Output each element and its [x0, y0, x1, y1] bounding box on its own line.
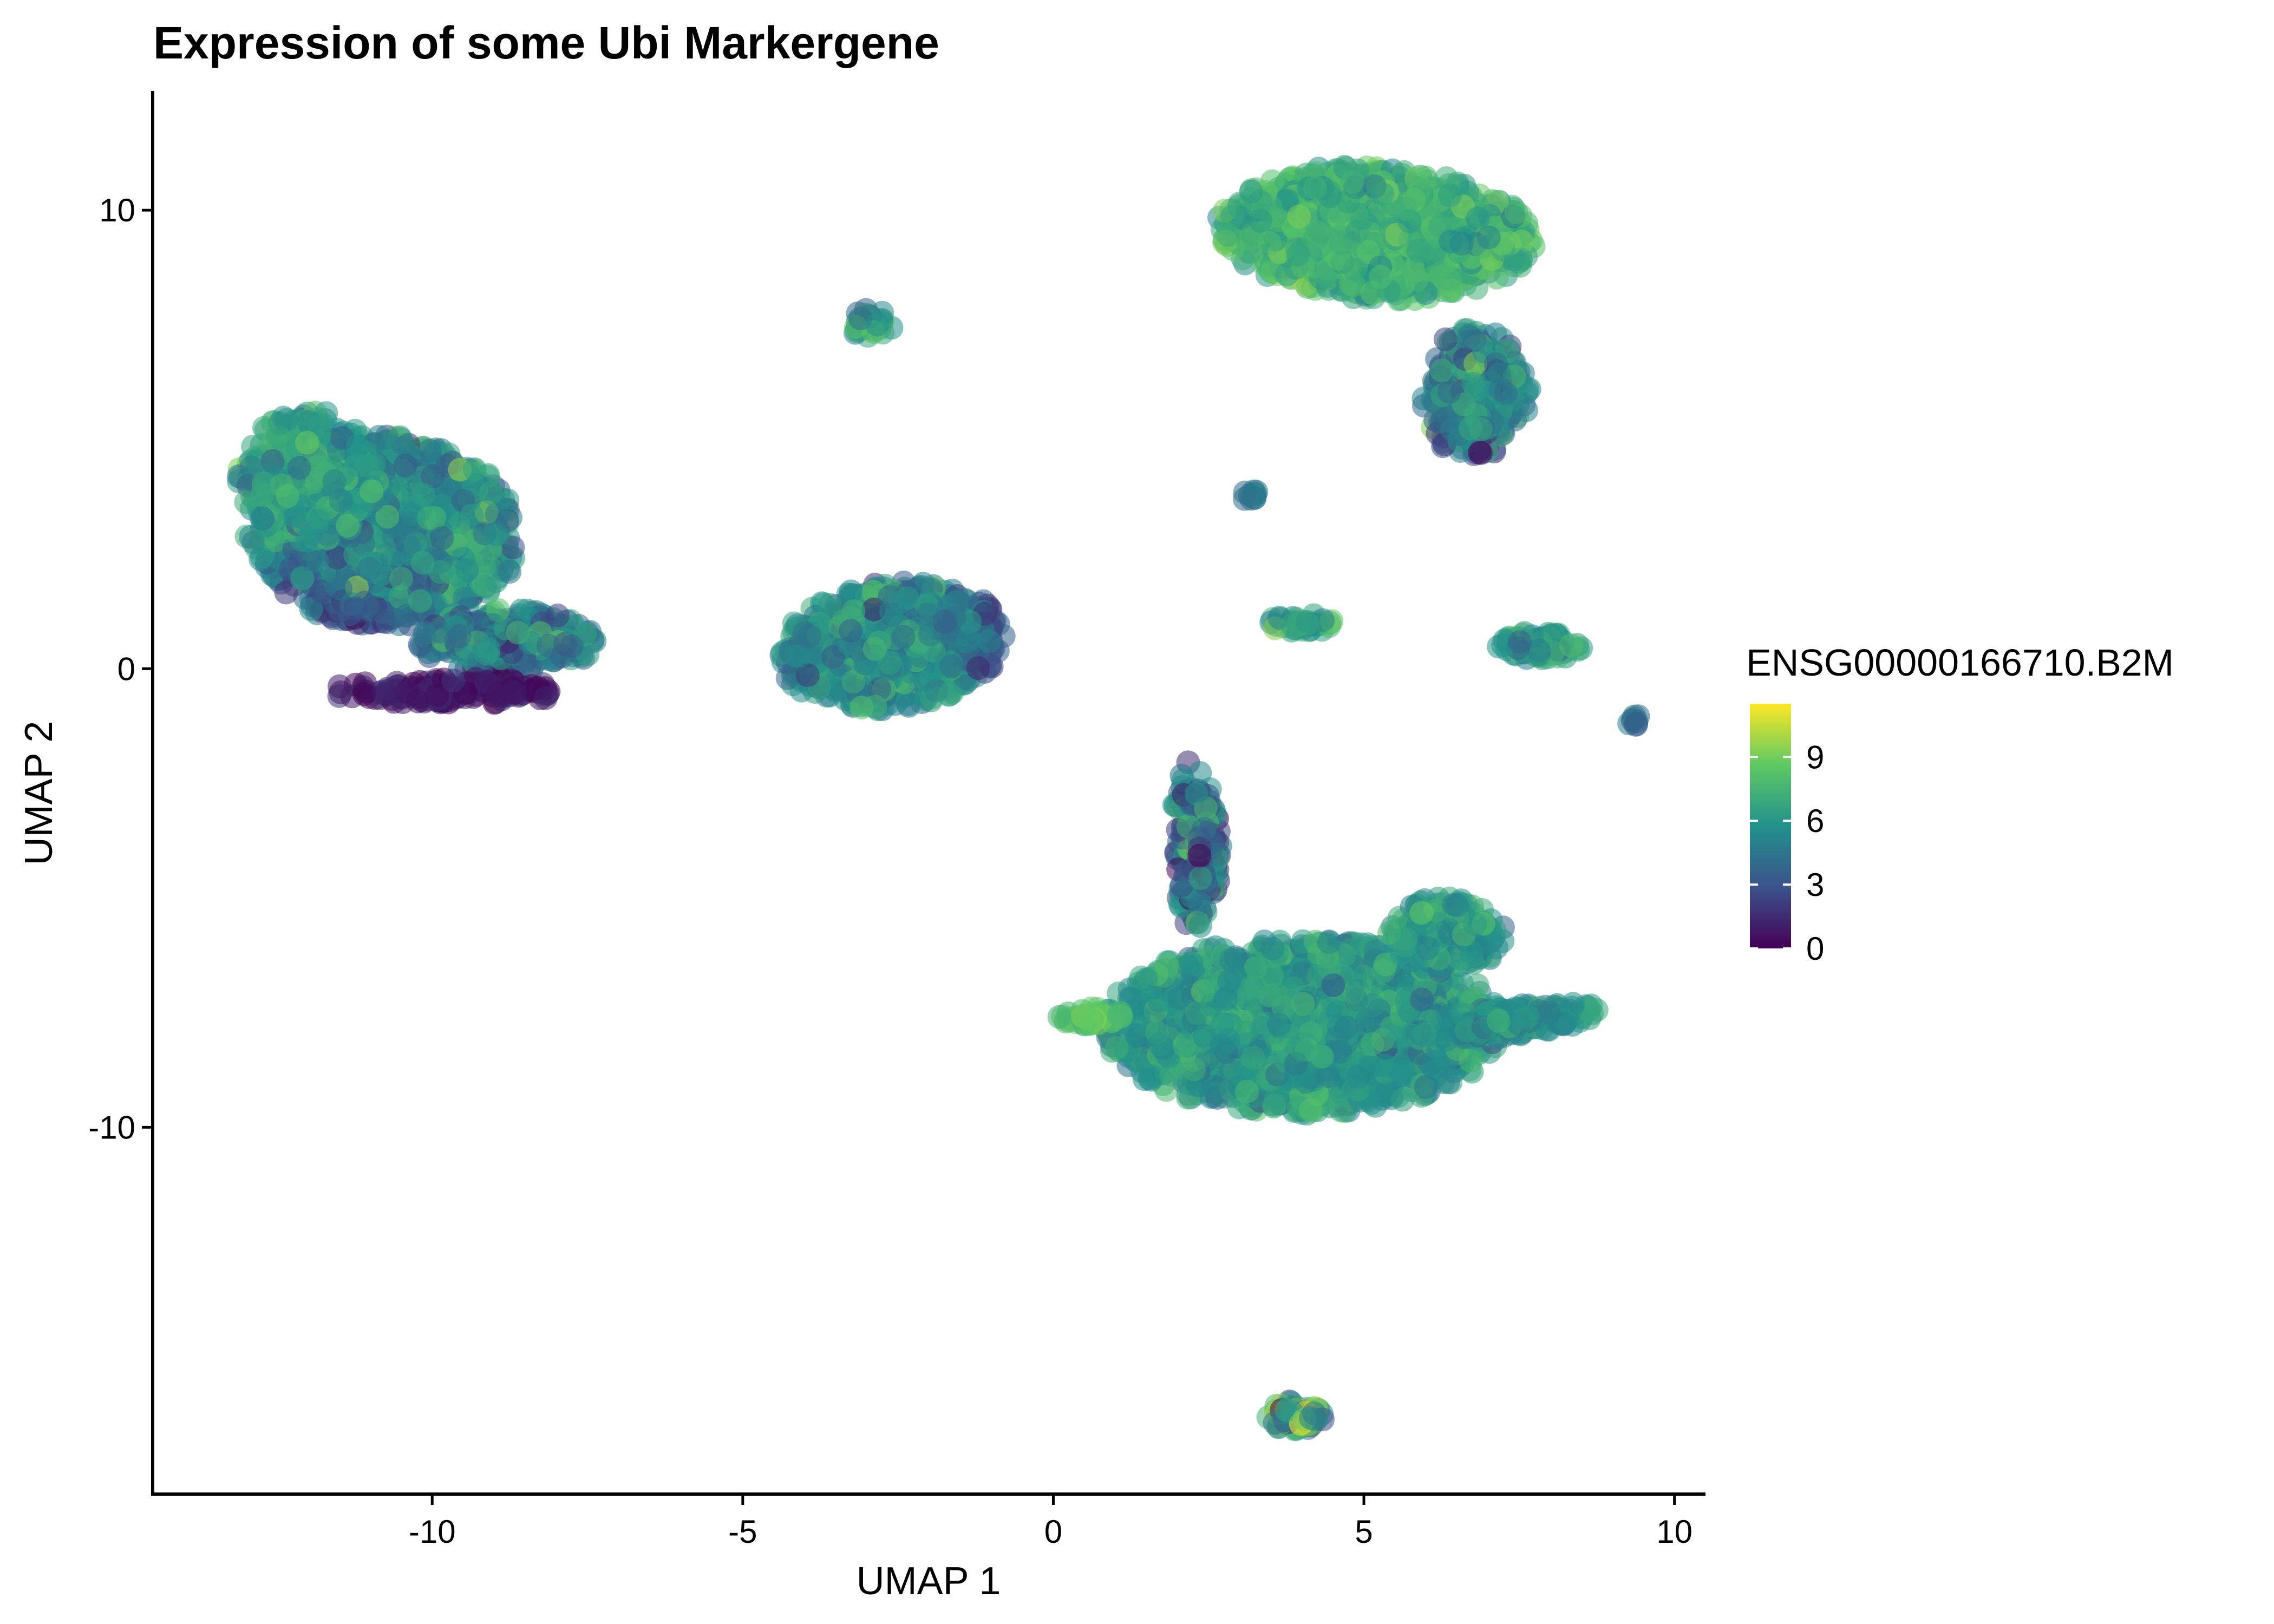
cell-point: [1393, 197, 1417, 221]
chart-title: Expression of some Ubi Markergene: [153, 17, 939, 68]
cell-point: [1504, 200, 1528, 224]
cell-point: [1341, 170, 1365, 194]
cell-point: [1345, 219, 1370, 244]
cell-point: [1439, 229, 1463, 253]
cell-point: [1308, 220, 1332, 244]
cell-point: [1437, 184, 1462, 208]
cell-point: [498, 560, 522, 584]
cell-point: [411, 482, 435, 507]
cell-point: [863, 695, 887, 719]
cell-point: [913, 687, 938, 712]
cell-point: [1287, 205, 1311, 229]
cell-point: [430, 526, 454, 551]
cell-point: [393, 454, 417, 477]
cell-point: [357, 556, 381, 581]
cell-point: [427, 619, 452, 644]
cell-point: [775, 666, 800, 690]
cell-point: [1342, 257, 1367, 281]
scatter-points: [227, 155, 1650, 1442]
cell-point: [474, 641, 499, 666]
cell-point: [479, 481, 503, 505]
cell-point: [328, 674, 351, 698]
cell-point: [1404, 268, 1428, 292]
cell-point: [1216, 222, 1240, 247]
cell-point: [1476, 225, 1501, 250]
cell-point: [410, 551, 435, 575]
cell-point: [955, 630, 979, 653]
cell-point: [352, 682, 376, 706]
cell-point: [1437, 267, 1462, 292]
cell-point: [503, 680, 527, 705]
cell-point: [938, 683, 962, 707]
cell-point: [462, 457, 487, 481]
cell-point: [307, 509, 331, 533]
cell-point: [249, 506, 273, 530]
cell-point: [506, 620, 530, 645]
cell-point: [389, 567, 414, 591]
cell-point: [271, 405, 296, 430]
cell-point: [797, 624, 821, 648]
cell-point: [295, 430, 319, 455]
cell-point: [865, 312, 890, 337]
cell-point: [289, 566, 313, 590]
cell-point: [839, 619, 863, 643]
cell-point: [534, 686, 558, 710]
cell-point: [1248, 209, 1272, 233]
cell-point: [862, 637, 887, 661]
cell-point: [447, 624, 472, 649]
cell-point: [417, 438, 442, 463]
cell-point: [1260, 169, 1284, 193]
cell-point: [536, 633, 560, 658]
cell-point: [329, 577, 352, 601]
cell-point: [891, 625, 916, 649]
cell-point: [916, 603, 940, 627]
cell-point: [1406, 238, 1430, 263]
cell-point: [939, 654, 964, 678]
cell-point: [966, 656, 990, 680]
cell-point: [1285, 237, 1309, 261]
cell-point: [343, 597, 367, 620]
cell-point: [1303, 175, 1328, 200]
cell-point: [451, 546, 475, 571]
cell-point: [888, 590, 913, 614]
cell-point: [559, 634, 584, 658]
cell-point: [416, 506, 441, 531]
cell-point: [1370, 182, 1395, 206]
cell-point: [1257, 231, 1282, 255]
cell-point: [274, 580, 298, 605]
cell-point: [1239, 179, 1263, 204]
cell-point: [360, 479, 384, 503]
cell-point: [485, 522, 509, 547]
cell-point: [408, 589, 432, 613]
cell-point: [287, 456, 311, 480]
cell-point: [373, 682, 397, 706]
cell-point: [1368, 265, 1393, 289]
cell-point: [250, 482, 275, 507]
cell-point: [787, 644, 812, 668]
cell-point: [345, 453, 369, 477]
cell-point: [441, 669, 466, 692]
cell-point: [322, 469, 347, 493]
cell-point: [276, 484, 300, 508]
